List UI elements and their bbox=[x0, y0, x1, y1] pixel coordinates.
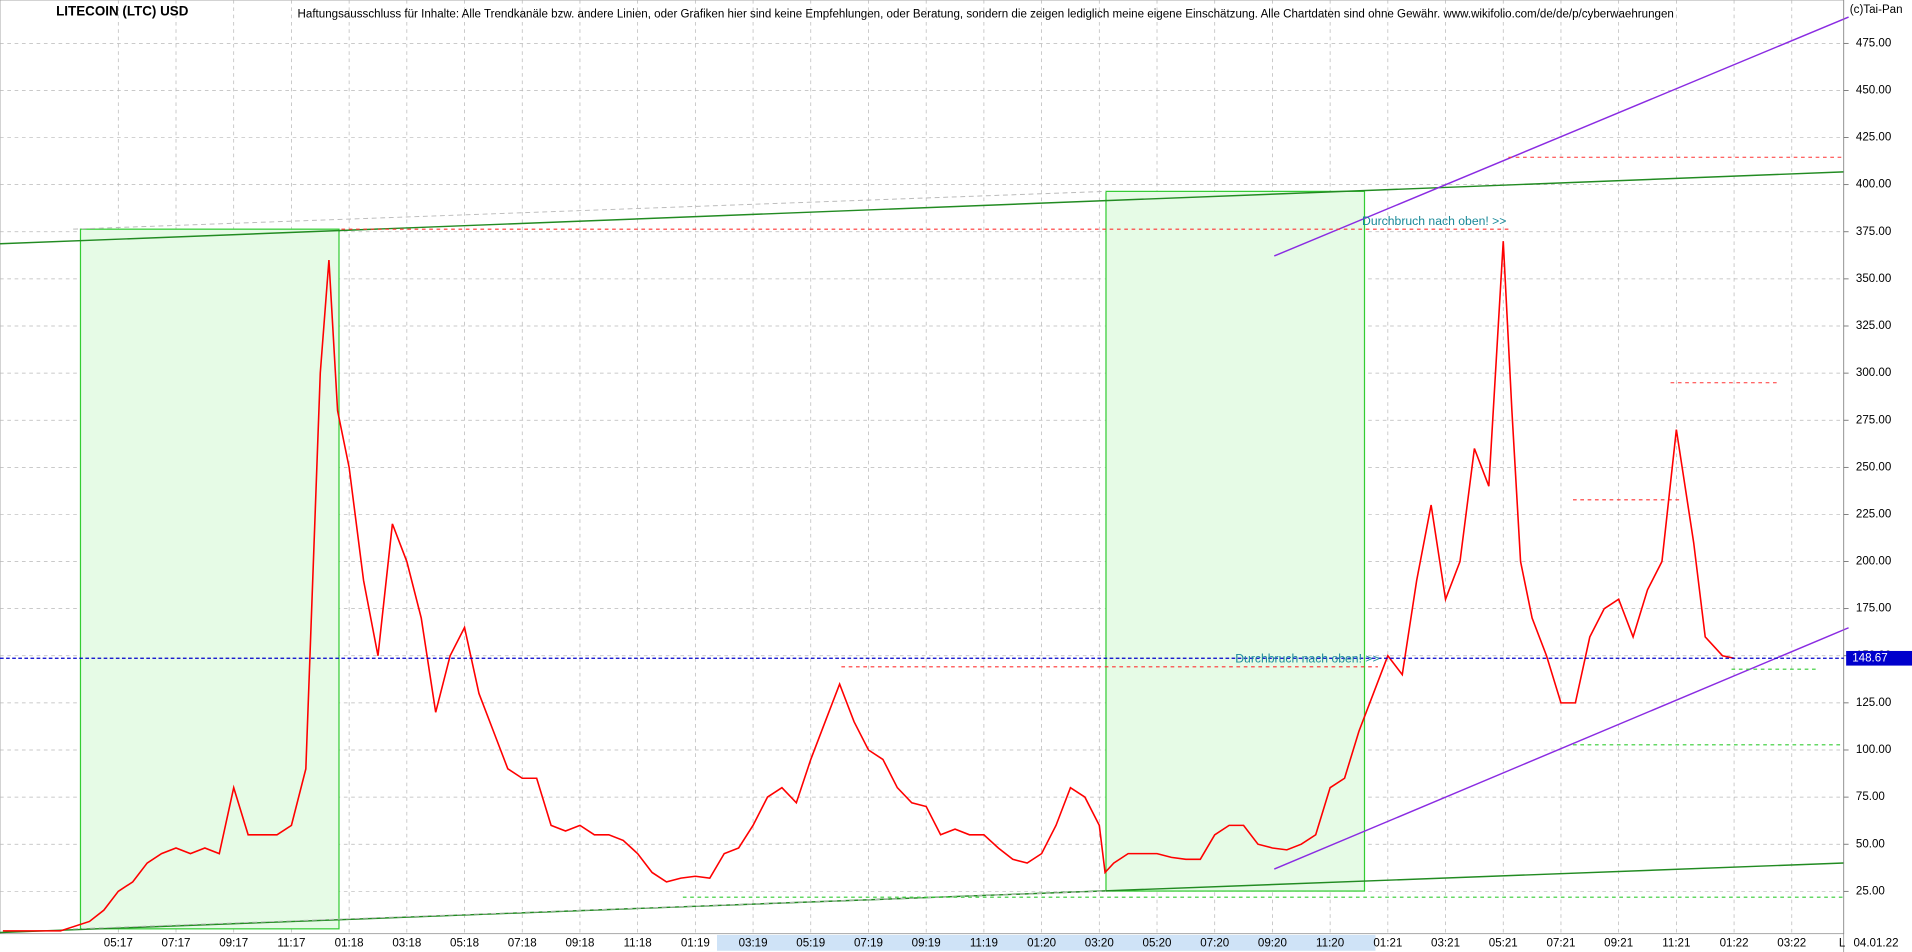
x-tick-label: 05:20 bbox=[1143, 938, 1172, 950]
x-tick-label: 03:22 bbox=[1777, 938, 1806, 950]
x-tick-label: 05:17 bbox=[104, 938, 133, 950]
support-lines bbox=[682, 668, 1844, 898]
x-tick-label: 01:20 bbox=[1027, 938, 1056, 950]
chart-title: LITECOIN (LTC) USD bbox=[56, 4, 189, 19]
annotation: Durchbruch nach oben! >> bbox=[1362, 214, 1506, 228]
x-tick-label: 05:18 bbox=[450, 938, 479, 950]
y-tick-label: 275.00 bbox=[1856, 414, 1891, 426]
x-tick-label: 01:21 bbox=[1373, 938, 1402, 950]
x-tick-label: 07:18 bbox=[508, 938, 537, 950]
x-tick-label: 07:20 bbox=[1200, 938, 1229, 950]
y-tick-label: 200.00 bbox=[1856, 556, 1891, 568]
y-tick-label: 50.00 bbox=[1856, 838, 1885, 850]
x-tick-label: 09:20 bbox=[1258, 938, 1287, 950]
helper-line bbox=[73, 190, 1107, 230]
annotation: Durchbruch nach oben! >> bbox=[1235, 652, 1379, 666]
y-tick-label: 25.00 bbox=[1856, 885, 1885, 897]
axis-marker: L bbox=[1839, 938, 1846, 950]
copyright: (c)Tai-Pan bbox=[1850, 4, 1903, 16]
x-tick-label: 05:19 bbox=[796, 938, 825, 950]
x-tick-label: 05:21 bbox=[1489, 938, 1518, 950]
x-tick-label: 03:20 bbox=[1085, 938, 1114, 950]
x-tick-label: 11:21 bbox=[1662, 938, 1690, 950]
x-tick-label: 07:19 bbox=[854, 938, 883, 950]
x-tick-label: 11:20 bbox=[1316, 938, 1344, 950]
x-tick-label: 09:21 bbox=[1604, 938, 1633, 950]
y-tick-label: 125.00 bbox=[1856, 697, 1891, 709]
y-tick-label: 100.00 bbox=[1856, 744, 1891, 756]
x-tick-label: 03:19 bbox=[739, 938, 768, 950]
x-tick-label: 09:17 bbox=[219, 938, 248, 950]
x-tick-label: 11:18 bbox=[624, 938, 652, 950]
x-tick-label: 09:18 bbox=[565, 938, 594, 950]
y-tick-label: 225.00 bbox=[1856, 509, 1891, 521]
y-tick-label: 375.00 bbox=[1856, 226, 1891, 238]
helper-line bbox=[73, 890, 1107, 930]
last-price-label: 148.67 bbox=[1852, 652, 1887, 664]
y-tick-label: 175.00 bbox=[1856, 603, 1891, 615]
y-tick-label: 350.00 bbox=[1856, 273, 1891, 285]
x-tick-label: 01:18 bbox=[335, 938, 364, 950]
x-tick-label: 03:18 bbox=[392, 938, 421, 950]
y-tick-label: 425.00 bbox=[1856, 132, 1891, 144]
y-tick-label: 250.00 bbox=[1856, 461, 1891, 473]
x-axis-band bbox=[717, 934, 1376, 951]
trend-line bbox=[0, 171, 1844, 245]
y-tick-label: 400.00 bbox=[1856, 179, 1891, 191]
y-tick-label: 475.00 bbox=[1856, 37, 1891, 49]
y-tick-label: 300.00 bbox=[1856, 367, 1891, 379]
x-tick-label: 11:17 bbox=[277, 938, 305, 950]
x-tick-label: 01:19 bbox=[681, 938, 710, 950]
marks bbox=[0, 241, 1844, 932]
price-line bbox=[2, 241, 1735, 932]
disclaimer: Haftungsausschluss für Inhalte: Alle Tre… bbox=[298, 9, 1674, 21]
highlight-box bbox=[79, 228, 340, 930]
x-tick-label: 03:21 bbox=[1431, 938, 1460, 950]
x-tick-label: 07:21 bbox=[1546, 938, 1575, 950]
x-tick-label: 11:19 bbox=[970, 938, 998, 950]
channel-line bbox=[1273, 16, 1849, 257]
resistance-lines bbox=[341, 156, 1844, 668]
y-tick-label: 450.00 bbox=[1856, 85, 1891, 97]
last-price-tag bbox=[1846, 650, 1912, 666]
y-tick-label: 325.00 bbox=[1856, 320, 1891, 332]
x-tick-label: 07:17 bbox=[162, 938, 191, 950]
highlight-box bbox=[1105, 190, 1366, 892]
x-tick-label: 01:22 bbox=[1720, 938, 1749, 950]
x-tick-label: 09:19 bbox=[912, 938, 941, 950]
channel-line bbox=[1273, 627, 1849, 870]
y-tick-label: 75.00 bbox=[1856, 791, 1885, 803]
last-date: 04.01.22 bbox=[1853, 938, 1898, 950]
